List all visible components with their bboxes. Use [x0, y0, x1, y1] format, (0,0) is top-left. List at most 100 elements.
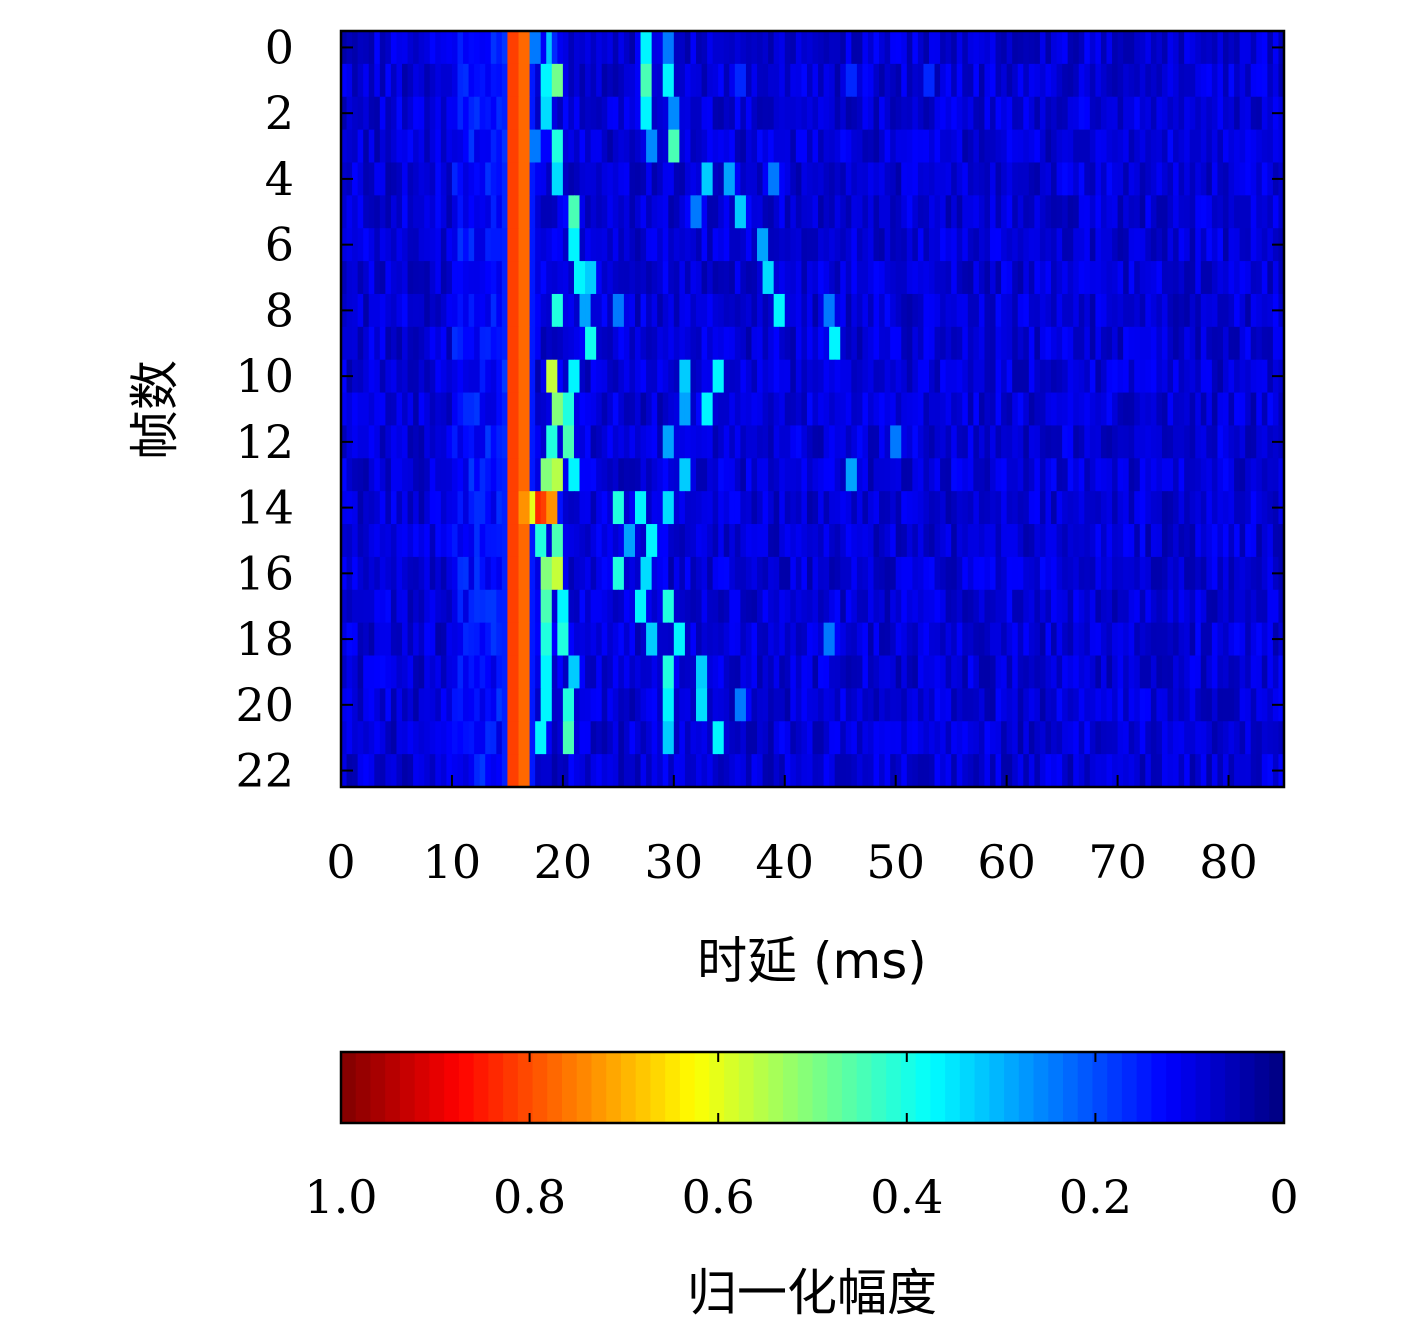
- heatmap-cell: [374, 228, 381, 262]
- heatmap-cell: [418, 31, 425, 65]
- heatmap-cell: [435, 359, 442, 394]
- heatmap-cell: [1084, 688, 1091, 722]
- heatmap-cell: [912, 31, 919, 65]
- heatmap-cell: [623, 261, 631, 295]
- heatmap-cell: [1161, 129, 1169, 164]
- heatmap-cell: [1128, 63, 1135, 98]
- heatmap-cell: [518, 293, 525, 328]
- heatmap-cell: [585, 359, 592, 394]
- heatmap-cell: [1173, 129, 1180, 164]
- heatmap-cell: [1039, 556, 1047, 591]
- heatmap-cell: [535, 293, 542, 328]
- heatmap-cell: [551, 754, 558, 788]
- heatmap-cell: [1200, 326, 1207, 361]
- heatmap-cell: [1039, 359, 1047, 394]
- heatmap-cell: [390, 392, 398, 427]
- heatmap-cell: [906, 63, 913, 98]
- y-tick-label: 16: [235, 546, 294, 600]
- colorbar-segment: [886, 1052, 902, 1123]
- heatmap-cell: [801, 556, 808, 591]
- heatmap-cell: [490, 96, 497, 131]
- heatmap-cell: [995, 491, 1002, 525]
- heatmap-cell: [457, 392, 464, 427]
- heatmap-cell: [823, 425, 830, 459]
- heatmap-cell: [1256, 425, 1263, 459]
- heatmap-cell: [912, 129, 919, 164]
- heatmap-cell: [984, 228, 991, 262]
- heatmap-cell: [779, 688, 786, 722]
- heatmap-cell: [1256, 556, 1263, 591]
- heatmap-cell: [634, 392, 642, 427]
- heatmap-cell: [1073, 129, 1080, 164]
- heatmap-cell: [585, 228, 592, 262]
- heatmap-cell: [1062, 293, 1069, 328]
- heatmap-cell: [551, 425, 558, 459]
- heatmap-cell: [646, 228, 653, 262]
- heatmap-cell: [1017, 359, 1024, 394]
- heatmap-cell: [1067, 228, 1074, 262]
- heatmap-cell: [862, 425, 869, 459]
- heatmap-cell: [651, 688, 658, 722]
- heatmap-cell: [368, 655, 375, 689]
- heatmap-cell: [812, 195, 819, 229]
- heatmap-cell: [1039, 458, 1047, 492]
- heatmap-cell: [1067, 261, 1074, 295]
- heatmap-cell: [546, 688, 553, 722]
- heatmap-cell: [1161, 359, 1169, 394]
- heatmap-cell: [1134, 392, 1141, 427]
- heatmap-cell: [629, 392, 636, 427]
- heatmap-cell: [1211, 524, 1219, 558]
- heatmap-cell: [1073, 688, 1080, 722]
- heatmap-cell: [995, 162, 1002, 196]
- heatmap-cell: [1234, 458, 1241, 492]
- heatmap-cell: [407, 754, 414, 788]
- heatmap-cell: [712, 688, 719, 722]
- heatmap-cell: [524, 195, 531, 229]
- heatmap-cell: [1034, 96, 1041, 131]
- heatmap-cell: [623, 622, 631, 657]
- heatmap-cell: [1056, 228, 1063, 262]
- heatmap-cell: [829, 392, 836, 427]
- heatmap-cell: [768, 129, 775, 164]
- heatmap-cell: [978, 688, 986, 722]
- heatmap-cell: [424, 195, 431, 229]
- heatmap-cell: [546, 721, 553, 755]
- heatmap-cell: [1001, 754, 1008, 788]
- colorbar-label: 归一化幅度: [687, 1264, 937, 1322]
- heatmap-cell: [1134, 96, 1141, 131]
- heatmap-cell: [867, 655, 875, 689]
- heatmap-cell: [723, 326, 730, 361]
- heatmap-cell: [607, 458, 614, 492]
- heatmap-cell: [1100, 195, 1108, 229]
- heatmap-cell: [873, 655, 880, 689]
- heatmap-cell: [990, 195, 997, 229]
- heatmap-cell: [934, 556, 941, 591]
- heatmap-cell: [784, 458, 791, 492]
- heatmap-cell: [1278, 63, 1285, 98]
- heatmap-cell: [879, 458, 886, 492]
- heatmap-cell: [751, 392, 758, 427]
- heatmap-cell: [856, 293, 864, 328]
- heatmap-cell: [429, 293, 436, 328]
- heatmap-cell: [451, 162, 459, 196]
- heatmap-cell: [1073, 491, 1080, 525]
- heatmap-cell: [579, 622, 586, 657]
- heatmap-cell: [879, 524, 886, 558]
- heatmap-cell: [501, 31, 509, 65]
- heatmap-cell: [1128, 556, 1135, 591]
- heatmap-cell: [429, 31, 436, 65]
- heatmap-cell: [1200, 754, 1207, 788]
- heatmap-cell: [740, 754, 747, 788]
- heatmap-cell: [1189, 655, 1196, 689]
- heatmap-cell: [440, 63, 447, 98]
- heatmap-cell: [951, 195, 958, 229]
- heatmap-cell: [435, 458, 442, 492]
- heatmap-cell: [707, 688, 714, 722]
- heatmap-cell: [352, 425, 359, 459]
- heatmap-cell: [341, 129, 348, 164]
- heatmap-cell: [1234, 162, 1241, 196]
- heatmap-cell: [490, 326, 497, 361]
- heatmap-cell: [451, 359, 459, 394]
- heatmap-cell: [740, 425, 747, 459]
- heatmap-cell: [612, 458, 619, 492]
